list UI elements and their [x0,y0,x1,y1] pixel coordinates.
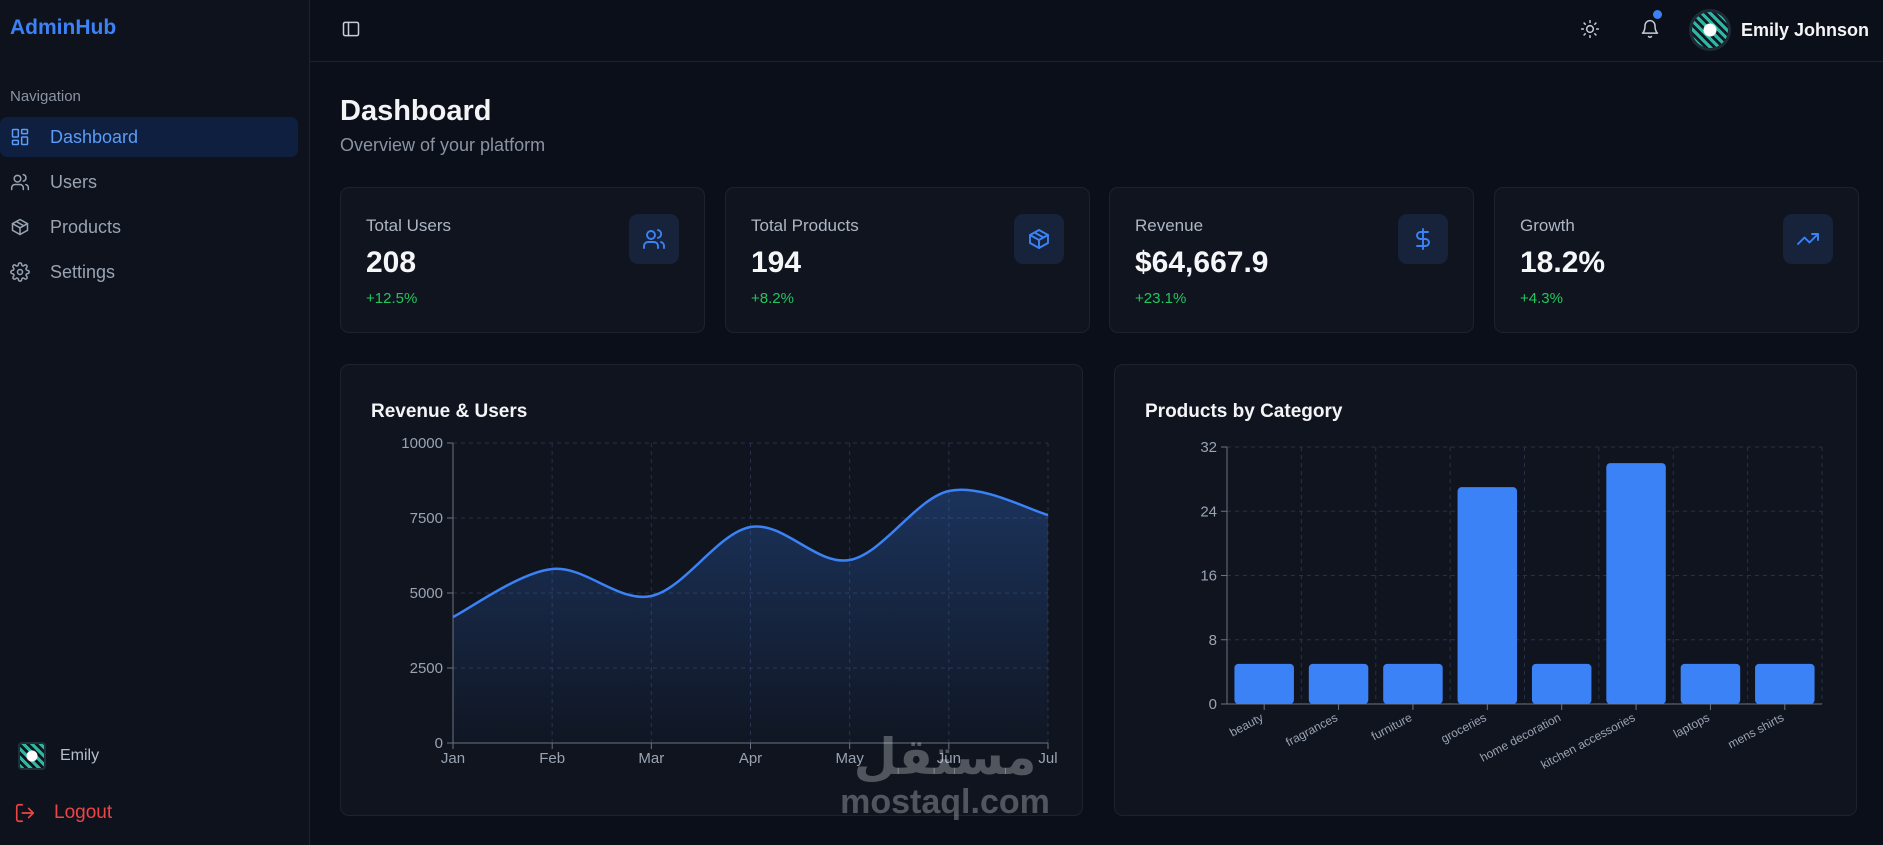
user-name: Emily Johnson [1740,19,1869,40]
bar [1755,663,1815,704]
stat-label: Revenue [1135,216,1204,235]
stat-value: 208 [366,246,417,279]
logout-icon [15,803,35,823]
x-tick-label: Mar [638,750,664,767]
stat-value: 194 [751,246,802,279]
sidebar: AdminHub Navigation Dashboard Users Prod… [0,0,310,845]
user-menu[interactable]: Emily Johnson [1688,9,1869,51]
theme-toggle-button[interactable] [1577,16,1603,42]
revenue-users-chart-card: Revenue & Users 0 2500 5000 7500 10000 Jan Feb… [340,364,1083,816]
x-tick-label: Jan [441,750,465,767]
stat-label: Growth [1520,216,1575,235]
bell-icon [1641,19,1659,39]
notifications-button[interactable] [1637,10,1663,42]
stat-card-revenue: Revenue $64,667.9 +23.1% [1109,187,1474,333]
users-icon [10,172,30,192]
sidebar-item-dashboard[interactable]: Dashboard [0,117,298,157]
notification-dot [1653,10,1662,19]
x-tick-label: Feb [539,750,565,767]
stat-value: 18.2% [1520,246,1606,279]
area-fill [453,489,1048,743]
bar [1383,663,1443,704]
chart-title: Products by Category [1145,401,1343,422]
avatar [18,742,46,770]
sun-icon [1580,19,1600,39]
x-tick-label: furniture [1369,710,1415,743]
revenue-users-chart: 0 2500 5000 7500 10000 Jan Feb Mar Apr May Jun Jul [401,435,1057,767]
bar [1457,487,1518,704]
stat-card-total-products: Total Products 194 +8.2% [725,187,1090,333]
y-tick-label: 0 [435,735,443,752]
stat-change: +8.2% [751,290,794,307]
bar [1680,663,1741,704]
nav-heading: Navigation [10,88,81,105]
dollar-icon [1398,214,1448,264]
avatar [1688,9,1731,51]
y-tick-label: 0 [1209,696,1217,713]
stat-change: +23.1% [1135,290,1187,307]
sidebar-toggle-button[interactable] [338,16,364,42]
package-icon [10,217,30,237]
x-tick-label: fragrances [1283,710,1340,749]
chart-title: Revenue & Users [371,401,528,422]
y-tick-label: 16 [1200,568,1217,585]
sidebar-item-users[interactable]: Users [0,162,298,202]
x-tick-label: Jun [937,750,961,767]
sidebar-item-label: Settings [50,261,116,282]
sidebar-item-label: Products [50,216,122,237]
bar [1308,663,1369,704]
y-tick-label: 8 [1209,632,1217,649]
trending-up-icon [1783,214,1833,264]
x-tick-label: mens shirts [1725,710,1786,751]
y-tick-label: 10000 [401,435,443,452]
sidebar-user[interactable]: Emily [18,742,99,770]
stat-label: Total Users [366,216,452,235]
y-tick-label: 32 [1200,439,1217,456]
watermark-latin: mostaql.com [840,783,1050,821]
products-by-category-chart-card: Products by Category 0 8 16 24 32 beauty fragr… [1114,364,1857,816]
sidebar-item-products[interactable]: Products [0,207,298,247]
page-subtitle: Overview of your platform [340,135,546,155]
stat-card-growth: Growth 18.2% +4.3% [1494,187,1859,333]
y-tick-label: 5000 [410,585,443,602]
stat-label: Total Products [751,216,859,235]
sidebar-user-name: Emily [60,747,100,764]
sidebar-item-label: Users [50,171,98,192]
y-tick-label: 2500 [410,660,443,677]
page-title: Dashboard [340,95,492,127]
grid-icon [10,127,30,147]
users-icon [629,214,679,264]
x-tick-label: beauty [1227,710,1265,739]
series-line [452,488,1049,619]
products-by-category-chart: 0 8 16 24 32 beauty fragrances furniture groceri… [1200,439,1823,772]
y-tick-label: 7500 [410,510,443,527]
watermark-arabic: مستقل [853,728,1037,786]
x-tick-label: groceries [1439,710,1489,746]
topbar: Emily Johnson [310,0,1883,62]
package-icon [1014,214,1064,264]
brand-logo[interactable]: AdminHub [10,16,117,39]
stat-value: $64,667.9 [1135,246,1269,279]
gear-icon [10,262,30,282]
sidebar-item-settings[interactable]: Settings [0,252,298,292]
stat-card-total-users: Total Users 208 +12.5% [340,187,705,333]
x-tick-label: laptops [1671,710,1712,741]
bar [1606,463,1666,704]
bar [1234,663,1294,704]
sidebar-item-label: Dashboard [50,126,139,147]
bar [1531,663,1592,704]
x-tick-label: Apr [739,750,762,767]
stat-change: +12.5% [366,290,418,307]
x-tick-label: Jul [1038,750,1057,767]
stat-change: +4.3% [1520,290,1563,307]
x-tick-label: May [835,750,864,767]
watermark: مستقل mostaql.com [830,730,1060,820]
logout-button[interactable]: Logout [14,802,112,824]
panel-left-icon [342,21,360,37]
y-tick-label: 24 [1200,503,1217,520]
logout-label: Logout [54,802,113,823]
